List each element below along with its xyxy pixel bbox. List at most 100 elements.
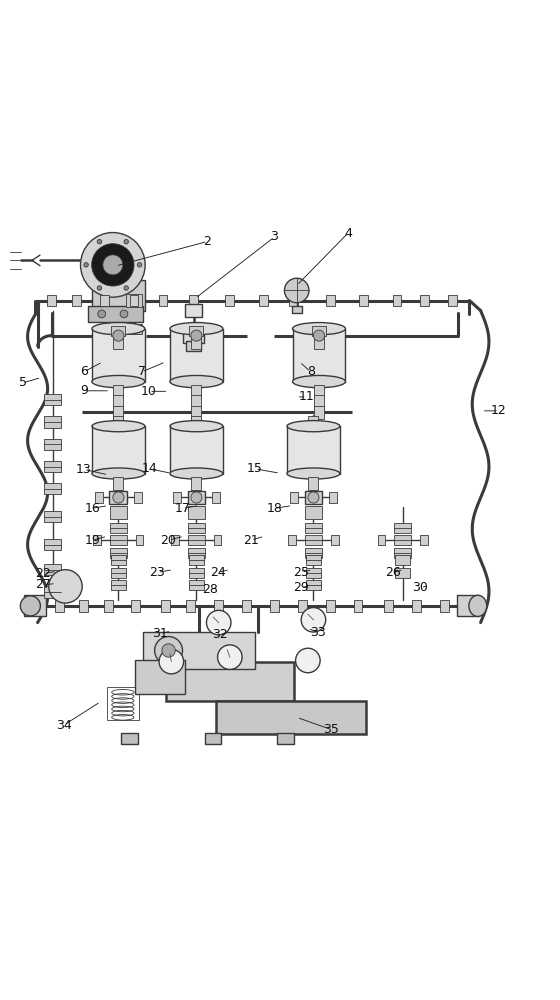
Bar [44,586,61,598]
Text: 5: 5 [18,376,26,389]
Ellipse shape [92,323,145,335]
Bar [136,535,143,545]
Circle shape [284,278,309,303]
Text: 13: 13 [76,463,92,476]
Bar [134,492,142,503]
Bar [161,600,170,612]
Bar [110,523,127,533]
Text: 23: 23 [150,566,165,579]
Bar [44,511,61,522]
Ellipse shape [292,375,346,388]
Bar [110,548,127,558]
Bar [394,535,411,545]
Bar [290,295,298,306]
Bar [166,662,294,701]
Bar [95,492,103,503]
Text: 10: 10 [141,385,157,398]
Bar [44,394,61,405]
Bar [47,295,56,306]
Circle shape [113,330,124,341]
Bar [185,304,202,317]
Bar [314,385,324,398]
Bar [113,336,123,349]
Bar [92,280,145,311]
Bar [189,580,204,590]
Ellipse shape [292,323,346,335]
Ellipse shape [469,595,487,616]
Bar [44,461,61,472]
Ellipse shape [92,421,145,432]
Bar [326,600,335,612]
Bar [126,324,142,334]
Text: 27: 27 [35,578,51,591]
Bar [170,329,223,382]
Bar [292,306,302,313]
Text: 19: 19 [85,534,100,547]
Bar [393,295,402,306]
Ellipse shape [287,421,340,432]
Bar [309,416,319,429]
Bar [110,506,127,519]
Text: 2: 2 [204,235,212,248]
Circle shape [113,492,124,503]
Circle shape [98,310,106,318]
Bar [259,295,268,306]
Circle shape [103,255,123,275]
Circle shape [124,239,128,244]
Bar [188,491,206,504]
Bar [192,477,202,490]
Bar [359,295,368,306]
Text: 4: 4 [344,227,352,240]
Bar [306,568,321,578]
Bar [326,295,335,306]
Bar [188,506,205,519]
Bar [225,295,234,306]
Circle shape [162,644,175,657]
Bar [188,523,205,533]
Bar [309,477,319,490]
Text: 32: 32 [212,628,228,641]
Circle shape [308,492,319,503]
Bar [421,295,430,306]
Text: 20: 20 [161,534,176,547]
Bar [88,306,143,322]
Bar [55,600,64,612]
Bar [192,385,202,398]
Circle shape [314,330,325,341]
Text: 14: 14 [141,462,157,475]
Text: 30: 30 [413,581,428,594]
Bar [143,632,255,669]
Bar [394,548,411,558]
Text: 9: 9 [80,384,88,397]
Bar [305,548,322,558]
Circle shape [137,263,142,267]
Ellipse shape [92,375,145,388]
Bar [44,416,61,428]
Text: 26: 26 [385,566,400,579]
Bar [113,406,123,419]
Bar [212,492,220,503]
Bar [457,595,479,616]
Bar [353,600,362,612]
Bar [189,568,204,578]
Text: 18: 18 [267,502,282,515]
Bar [314,406,324,419]
Bar [298,600,307,612]
Text: 24: 24 [209,566,226,579]
Circle shape [97,239,102,244]
Bar [92,329,145,382]
Bar [440,600,449,612]
Bar [110,535,127,545]
Circle shape [49,570,82,603]
Bar [189,555,204,565]
Bar [287,426,340,474]
Bar [113,385,123,398]
Bar [188,535,205,545]
Bar [121,733,138,744]
Text: 22: 22 [35,567,51,580]
Bar [24,595,46,616]
Text: 3: 3 [270,230,278,243]
Text: 31: 31 [152,627,168,640]
Ellipse shape [170,468,223,479]
Bar [111,555,126,565]
